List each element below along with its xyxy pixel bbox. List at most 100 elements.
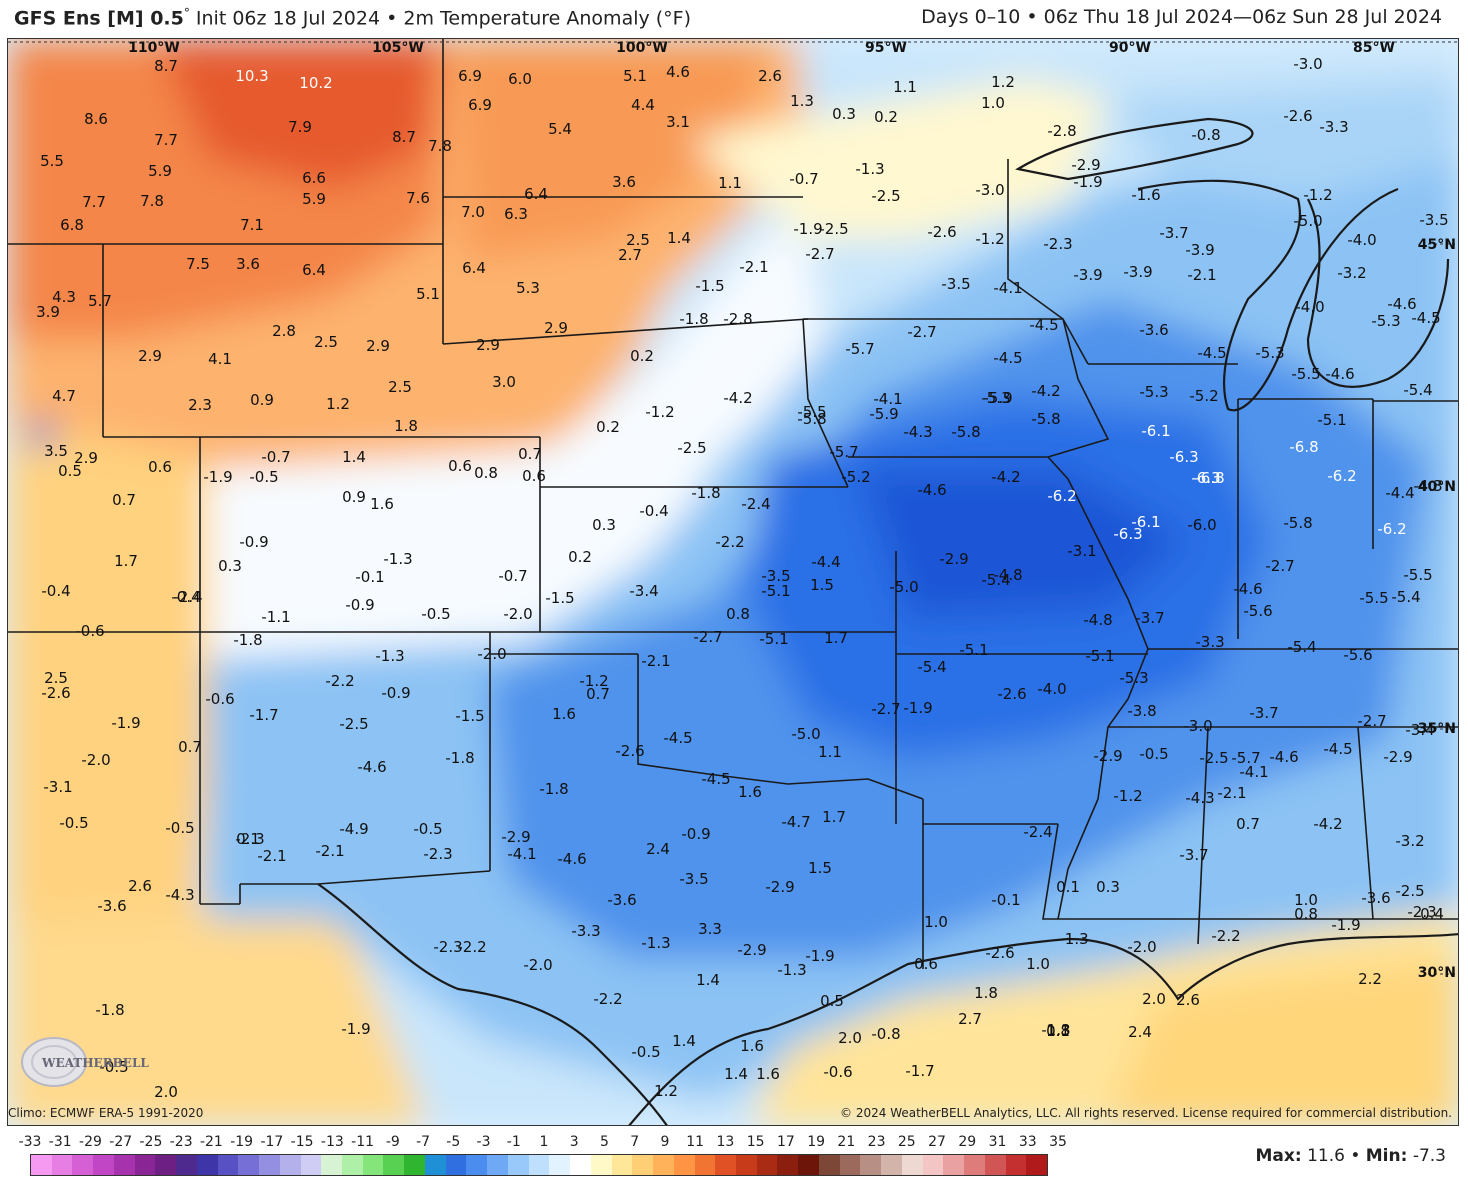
anomaly-value-label: -3.5 xyxy=(941,275,970,293)
scale-tick-label: -17 xyxy=(260,1134,284,1150)
anomaly-value-label: -5.7 xyxy=(845,340,874,358)
anomaly-value-label: -2.6 xyxy=(41,684,70,702)
anomaly-value-label: 2.5 xyxy=(626,231,650,249)
anomaly-value-label: -3.2 xyxy=(1395,832,1424,850)
anomaly-value-label: -1.7 xyxy=(249,706,278,724)
anomaly-value-label: -3.9 xyxy=(1073,266,1102,284)
color-swatch xyxy=(1026,1155,1047,1175)
anomaly-value-label: -0.9 xyxy=(681,825,710,843)
anomaly-value-label: -0.5 xyxy=(249,468,278,486)
anomaly-value-label: -1.7 xyxy=(905,1062,934,1080)
anomaly-value-label: 4.1 xyxy=(208,350,232,368)
anomaly-value-label: -4.0 xyxy=(1295,298,1324,316)
anomaly-value-label: 1.4 xyxy=(672,1032,696,1050)
anomaly-value-label: -5.4 xyxy=(981,571,1010,589)
color-scale-bar xyxy=(30,1154,1048,1176)
anomaly-value-label: -5.1 xyxy=(761,582,790,600)
anomaly-value-label: -5.2 xyxy=(841,468,870,486)
min-value: -7.3 xyxy=(1412,1146,1446,1166)
anomaly-value-label: 1.8 xyxy=(1046,1022,1070,1040)
anomaly-value-label: -3.5 xyxy=(679,870,708,888)
anomaly-value-label: -1.1 xyxy=(261,608,290,626)
anomaly-value-label: -1.5 xyxy=(695,277,724,295)
anomaly-value-label: -2.0 xyxy=(1127,938,1156,956)
anomaly-value-label: 2.0 xyxy=(838,1029,862,1047)
anomaly-value-label: -0.8 xyxy=(1191,126,1220,144)
anomaly-value-label: -1.6 xyxy=(1433,39,1459,43)
anomaly-value-label: -2.8 xyxy=(1047,122,1076,140)
anomaly-value-label: 6.9 xyxy=(468,96,492,114)
anomaly-value-label: -2.9 xyxy=(1383,748,1412,766)
anomaly-value-label: -1.8 xyxy=(95,1001,124,1019)
anomaly-value-label: 2.9 xyxy=(366,337,390,355)
anomaly-value-label: 2.7 xyxy=(618,246,642,264)
anomaly-value-label: 5.4 xyxy=(548,120,572,138)
color-swatch xyxy=(901,1155,923,1175)
anomaly-value-label: 7.8 xyxy=(140,192,164,210)
color-swatch xyxy=(300,1155,322,1175)
anomaly-value-label: 2.5 xyxy=(44,669,68,687)
color-swatch xyxy=(238,1155,260,1175)
anomaly-value-label: 3.1 xyxy=(666,113,690,131)
anomaly-value-label: -0.4 xyxy=(171,588,200,606)
anomaly-value-label: -3.3 xyxy=(1319,118,1348,136)
anomaly-value-label: -1.2 xyxy=(645,403,674,421)
anomaly-value-label: -6.2 xyxy=(1327,467,1356,485)
color-swatch xyxy=(321,1155,343,1175)
anomaly-value-label: -3.7 xyxy=(1249,704,1278,722)
anomaly-value-label: 5.1 xyxy=(416,285,440,303)
graticule xyxy=(8,41,1458,975)
logo-text: WEATHERBELL xyxy=(42,1056,149,1070)
anomaly-value-label: -2.3 xyxy=(235,830,264,848)
anomaly-value-label: -4.5 xyxy=(663,729,692,747)
anomaly-value-label: -5.4 xyxy=(1391,588,1420,606)
anomaly-value-label: -1.9 xyxy=(1331,916,1360,934)
anomaly-value-label: -5.3 xyxy=(1139,383,1168,401)
valid-period: Days 0–10 • 06z Thu 18 Jul 2024—06z Sun … xyxy=(921,6,1442,28)
anomaly-value-label: 2.0 xyxy=(154,1083,178,1101)
anomaly-value-label: 0.1 xyxy=(1046,1022,1070,1040)
anomaly-value-label: -0.5 xyxy=(99,1058,128,1076)
anomaly-value-label: 0.2 xyxy=(874,108,898,126)
model-name: GFS Ens [M] 0.5 xyxy=(14,7,184,30)
anomaly-value-label: -4.0 xyxy=(1037,680,1066,698)
anomaly-value-label: -2.9 xyxy=(737,941,766,959)
anomaly-value-label: -5.9 xyxy=(983,389,1012,407)
anomaly-value-label: -6.3 xyxy=(1169,448,1198,466)
color-swatch xyxy=(611,1155,633,1175)
anomaly-value-label: -2.7 xyxy=(693,628,722,646)
anomaly-value-label: -5.3 xyxy=(981,389,1010,407)
anomaly-value-label: -2.3 xyxy=(1407,903,1436,921)
anomaly-value-label: 6.4 xyxy=(462,259,486,277)
anomaly-value-label: 1.8 xyxy=(974,984,998,1002)
anomaly-value-label: -0.8 xyxy=(871,1025,900,1043)
anomaly-value-label: -2.5 xyxy=(339,715,368,733)
anomaly-value-label: -6.2 xyxy=(1047,487,1076,505)
longitude-label: 95°W xyxy=(865,40,907,56)
anomaly-value-label: -4.3 xyxy=(1413,477,1442,495)
anomaly-value-label: 7.1 xyxy=(240,216,264,234)
anomaly-value-label: -0.7 xyxy=(498,567,527,585)
anomaly-value-label: 1.2 xyxy=(326,395,350,413)
anomaly-value-label: -3.6 xyxy=(1139,321,1168,339)
anomaly-value-label: -4.4 xyxy=(811,553,840,571)
anomaly-value-label: -4.9 xyxy=(339,820,368,838)
anomaly-value-label: 0.6 xyxy=(448,457,472,475)
anomaly-value-label: -3.3 xyxy=(1195,633,1224,651)
anomaly-value-label: -2.5 xyxy=(871,187,900,205)
longitude-label: 110°W xyxy=(128,40,180,56)
color-swatch xyxy=(507,1155,529,1175)
anomaly-value-label: -2.6 xyxy=(997,685,1026,703)
anomaly-value-label: -0.6 xyxy=(205,690,234,708)
anomaly-value-label: 1.4 xyxy=(696,971,720,989)
anomaly-value-label: 6.0 xyxy=(508,70,532,88)
anomaly-value-label: 1.4 xyxy=(667,229,691,247)
anomaly-value-label: -0.6 xyxy=(823,1063,852,1081)
color-swatch xyxy=(155,1155,177,1175)
anomaly-value-label: -2.9 xyxy=(501,828,530,846)
anomaly-value-label: -5.1 xyxy=(959,641,988,659)
color-swatch xyxy=(1005,1155,1027,1175)
latitude-label: 45°N xyxy=(1418,237,1456,253)
anomaly-value-label: 2.6 xyxy=(1176,991,1200,1009)
scale-tick-label: -27 xyxy=(109,1134,133,1150)
